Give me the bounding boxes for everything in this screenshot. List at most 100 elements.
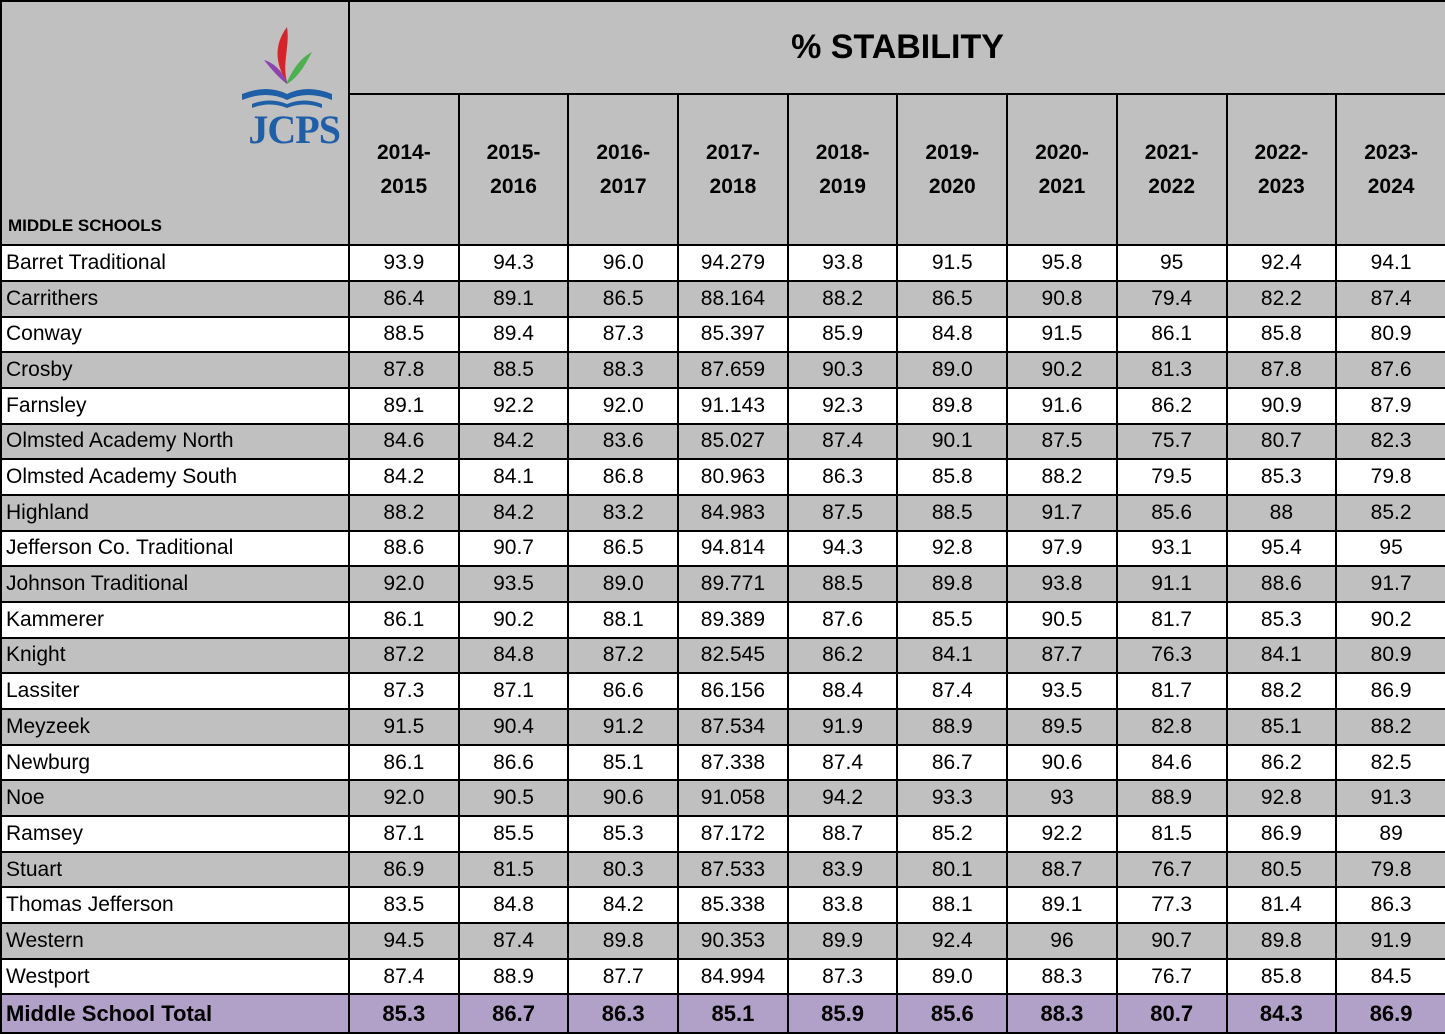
value-cell: 76.7 <box>1115 850 1228 889</box>
value-cell: 85.8 <box>1225 315 1338 354</box>
value-cell: 86.9 <box>348 850 460 889</box>
data-row: Crosby 87.8 88.5 88.3 87.659 90.3 89.0 90.2 81.3… <box>0 351 1445 389</box>
value-cell: 92.8 <box>896 529 1009 568</box>
value-cell: 83.8 <box>786 886 899 925</box>
year-header: 2019-2020 <box>896 93 1009 247</box>
value-cell: 91.2 <box>567 708 680 746</box>
value-cell: 86.9 <box>1225 815 1338 853</box>
year-header: 2014-2015 <box>348 93 460 247</box>
value-cell: 79.8 <box>1335 458 1445 496</box>
value-cell: 88.9 <box>896 708 1009 746</box>
value-cell: 87.4 <box>786 743 899 782</box>
school-name: Highland <box>0 493 350 532</box>
value-cell: 87.2 <box>348 636 460 675</box>
value-cell: 92.2 <box>457 386 570 425</box>
value-cell: 88.3 <box>1006 957 1118 996</box>
value-cell: 81.3 <box>1115 351 1228 389</box>
value-cell: 95 <box>1335 529 1445 568</box>
value-cell: 85.2 <box>896 815 1009 853</box>
value-cell: 85.9 <box>786 315 899 354</box>
value-cell: 81.4 <box>1225 886 1338 925</box>
logo-graphic <box>242 27 332 108</box>
table-title: % STABILITY <box>347 0 1445 96</box>
value-cell: 86.2 <box>786 636 899 675</box>
value-cell: 89.8 <box>896 565 1009 603</box>
year-label: 2020-2021 <box>1035 140 1089 198</box>
value-cell: 85.6 <box>1115 493 1228 532</box>
value-cell: 90.8 <box>1006 279 1118 318</box>
value-cell: 86.7 <box>457 993 570 1034</box>
school-name: Olmsted Academy North <box>0 422 350 461</box>
year-header: 2023-2024 <box>1335 93 1445 247</box>
value-cell: 91.5 <box>896 244 1009 282</box>
value-cell: 86.5 <box>896 279 1009 318</box>
school-name: Conway <box>0 315 350 354</box>
data-row: Kammerer 86.1 90.2 88.1 89.389 87.6 85.5 90.5 81… <box>0 600 1445 639</box>
value-cell: 88 <box>1225 493 1338 532</box>
value-cell: 84.1 <box>457 458 570 496</box>
year-label: 2017-2018 <box>706 140 760 198</box>
value-cell: 85.3 <box>1225 458 1338 496</box>
value-cell: 87.3 <box>348 672 460 710</box>
value-cell: 88.1 <box>896 886 1009 925</box>
school-name: Farnsley <box>0 386 350 425</box>
value-cell: 93.8 <box>786 244 899 282</box>
value-cell: 89.8 <box>1225 922 1338 960</box>
value-cell: 94.279 <box>677 244 789 282</box>
value-cell: 91.7 <box>1335 565 1445 603</box>
value-cell: 85.8 <box>896 458 1009 496</box>
value-cell: 87.3 <box>567 315 680 354</box>
value-cell: 85.5 <box>896 600 1009 639</box>
value-cell: 91.9 <box>786 708 899 746</box>
value-cell: 83.6 <box>567 422 680 461</box>
value-cell: 84.8 <box>457 636 570 675</box>
value-cell: 86.1 <box>348 600 460 639</box>
value-cell: 91.058 <box>677 779 789 818</box>
value-cell: 84.983 <box>677 493 789 532</box>
value-cell: 84.2 <box>567 886 680 925</box>
value-cell: 81.7 <box>1115 600 1228 639</box>
year-header: 2017-2018 <box>677 93 789 247</box>
value-cell: 88.2 <box>348 493 460 532</box>
data-row: Johnson Traditional 92.0 93.5 89.0 89.771 88.… <box>0 565 1445 603</box>
value-cell: 95.4 <box>1225 529 1338 568</box>
value-cell: 88.2 <box>1335 708 1445 746</box>
value-cell: 88.4 <box>786 672 899 710</box>
value-cell: 87.6 <box>786 600 899 639</box>
value-cell: 94.2 <box>786 779 899 818</box>
value-cell: 88.5 <box>786 565 899 603</box>
corner-cell: JCPS MIDDLE SCHOOLS <box>0 0 350 247</box>
value-cell: 77.3 <box>1115 886 1228 925</box>
value-cell: 90.7 <box>1115 922 1228 960</box>
value-cell: 88.7 <box>1006 850 1118 889</box>
school-name: Barret Traditional <box>0 244 350 282</box>
value-cell: 90.9 <box>1225 386 1338 425</box>
value-cell: 82.8 <box>1115 708 1228 746</box>
value-cell: 87.8 <box>1225 351 1338 389</box>
value-cell: 84.3 <box>1225 993 1338 1034</box>
school-name: Ramsey <box>0 815 350 853</box>
value-cell: 94.5 <box>348 922 460 960</box>
value-cell: 80.5 <box>1225 850 1338 889</box>
value-cell: 90.5 <box>1006 600 1118 639</box>
data-row: Jefferson Co. Traditional 88.6 90.7 86.5 94.… <box>0 529 1445 568</box>
value-cell: 88.5 <box>896 493 1009 532</box>
value-cell: 92.8 <box>1225 779 1338 818</box>
value-cell: 87.9 <box>1335 386 1445 425</box>
data-row: Knight 87.2 84.8 87.2 82.545 86.2 84.1 87.7 76.3… <box>0 636 1445 675</box>
value-cell: 85.027 <box>677 422 789 461</box>
value-cell: 90.4 <box>457 708 570 746</box>
value-cell: 85.3 <box>348 993 460 1034</box>
value-cell: 86.6 <box>457 743 570 782</box>
value-cell: 75.7 <box>1115 422 1228 461</box>
value-cell: 81.5 <box>1115 815 1228 853</box>
value-cell: 87.5 <box>786 493 899 532</box>
value-cell: 89.389 <box>677 600 789 639</box>
school-name: Crosby <box>0 351 350 389</box>
value-cell: 81.7 <box>1115 672 1228 710</box>
value-cell: 92.2 <box>1006 815 1118 853</box>
data-row: Western 94.5 87.4 89.8 90.353 89.9 92.4 96 90.7 8… <box>0 922 1445 960</box>
value-cell: 84.5 <box>1335 957 1445 996</box>
value-cell: 81.5 <box>457 850 570 889</box>
